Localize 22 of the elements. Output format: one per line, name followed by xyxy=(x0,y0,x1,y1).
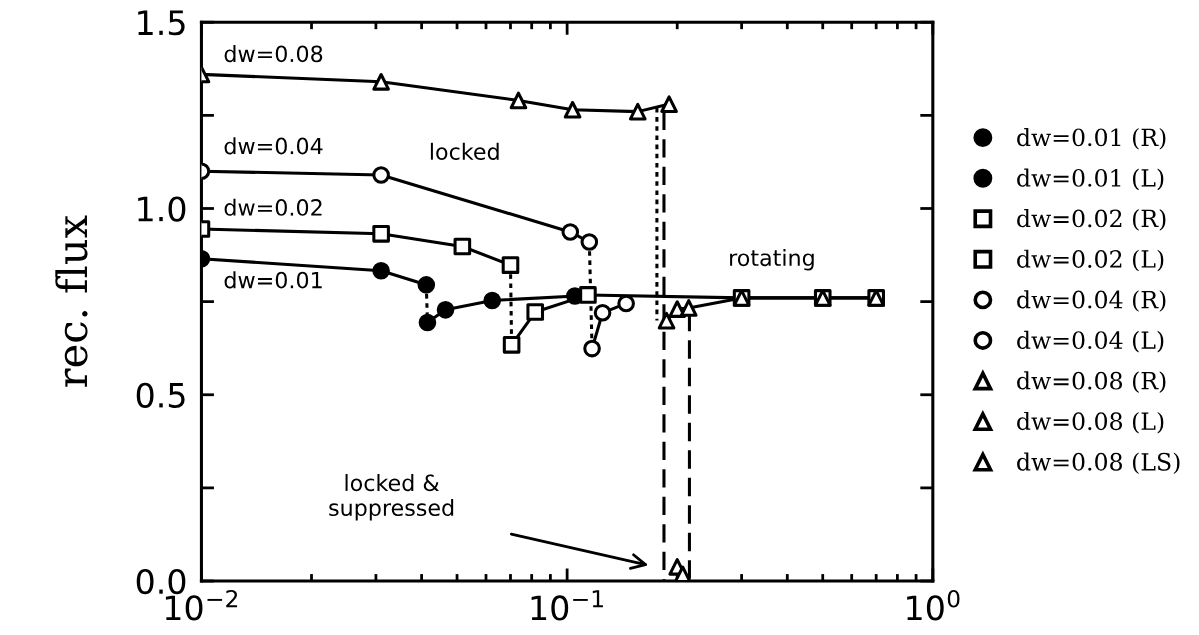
annotation: dw=0.08 xyxy=(224,45,323,63)
y-axis-title: rec. flux xyxy=(55,215,88,387)
annotation: locked xyxy=(430,142,499,160)
y-tick-label: 0.5 xyxy=(136,382,185,408)
x-tick-label: 10$^{−1}$ xyxy=(531,590,603,621)
legend-label: dw=0.01 (R) xyxy=(1017,127,1166,150)
legend-label: dw=0.08 (R) xyxy=(1017,371,1166,393)
legend-label: dw=0.02 (L) xyxy=(1017,249,1164,272)
y-tick-label: 1.0 xyxy=(138,196,186,222)
legend-label: dw=0.04 (R) xyxy=(1017,290,1166,312)
annotation: dw=0.01 xyxy=(224,271,322,289)
legend-label: dw=0.01 (L) xyxy=(1017,168,1164,191)
annotation: locked & suppressed xyxy=(329,474,454,521)
legend-label: dw=0.08 (L) xyxy=(1017,411,1164,434)
legend-label: dw=0.02 (R) xyxy=(1017,209,1166,231)
annotation: rotating xyxy=(730,248,814,271)
legend-label: dw=0.04 (L) xyxy=(1017,330,1164,353)
y-tick-label: 1.5 xyxy=(138,10,185,36)
annotation: dw=0.04 xyxy=(224,137,323,155)
legend-label: dw=0.08 (LS) xyxy=(1017,452,1180,475)
annotation: dw=0.02 xyxy=(224,198,322,216)
x-tick-label: 10$^{0}$ xyxy=(907,589,960,621)
